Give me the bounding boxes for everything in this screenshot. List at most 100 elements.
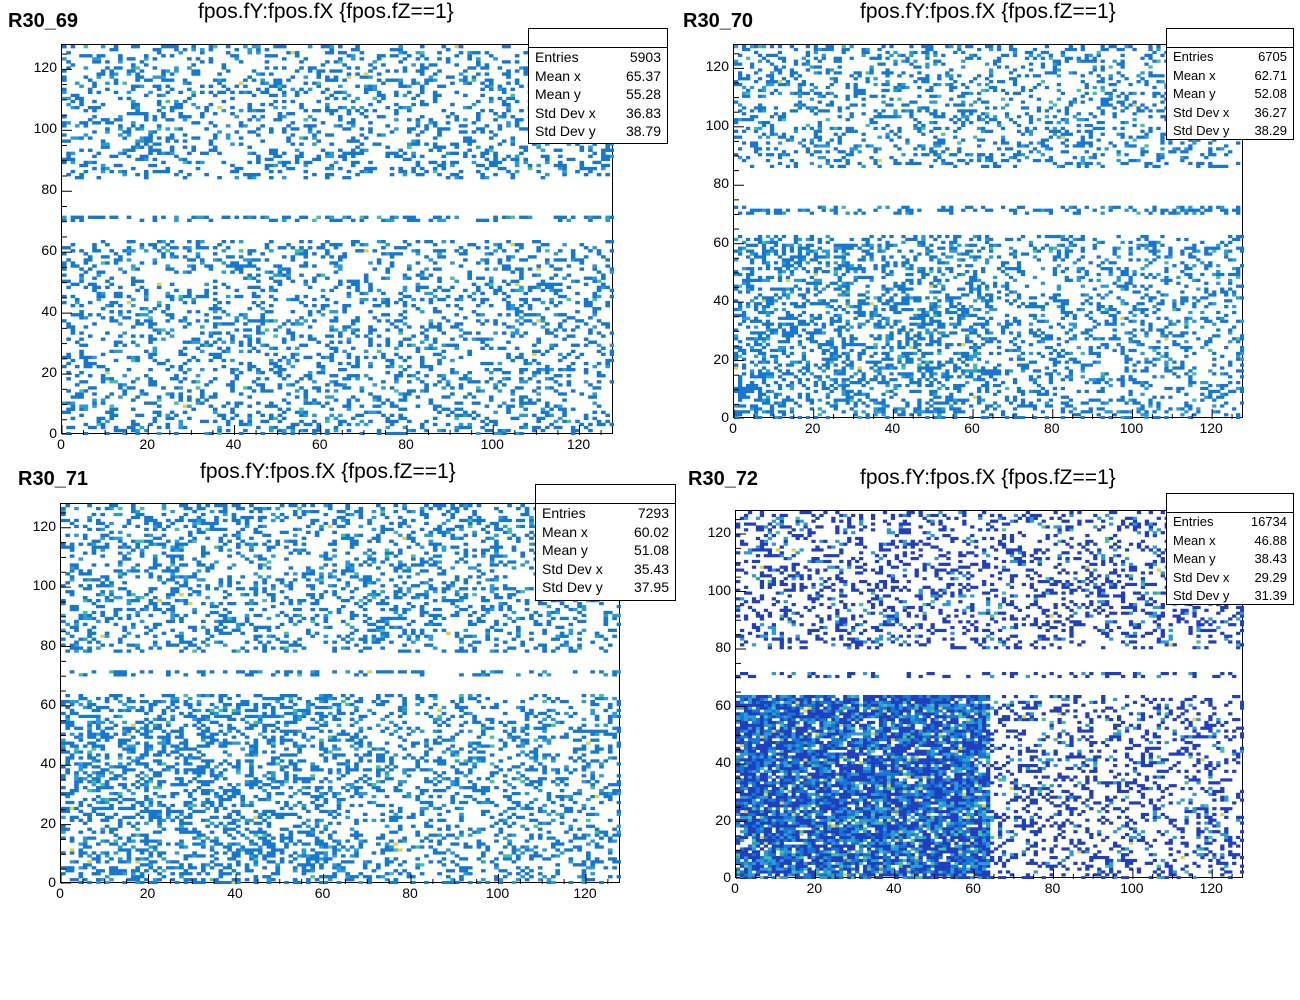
heatmap-cell <box>350 136 356 140</box>
heatmap-cell <box>424 267 429 271</box>
heatmap-cell <box>212 407 218 411</box>
heatmap-cell <box>1080 416 1085 419</box>
heatmap-cell <box>238 392 244 396</box>
heatmap-cell <box>200 115 205 119</box>
heatmap-cell <box>281 355 287 360</box>
heatmap-cell <box>200 51 205 55</box>
heatmap-cell <box>230 261 235 265</box>
heatmap-cell <box>741 351 747 356</box>
heatmap-cell <box>1012 407 1018 411</box>
heatmap-cell <box>350 57 356 61</box>
heatmap-cell <box>92 215 97 219</box>
heatmap-cell <box>251 130 257 134</box>
heatmap-cell <box>238 313 244 317</box>
heatmap-cell <box>1044 404 1050 408</box>
heatmap-cell <box>325 297 330 302</box>
heatmap-cell <box>200 349 205 354</box>
heatmap-cell <box>290 112 296 116</box>
heatmap-cell <box>428 398 434 402</box>
heatmap-cell <box>1020 340 1026 344</box>
heatmap-cell <box>415 172 421 177</box>
heatmap-cell <box>519 386 524 390</box>
heatmap-cell <box>415 252 421 256</box>
heatmap-cell <box>849 340 854 344</box>
heatmap-cell <box>1024 363 1030 367</box>
heatmap-cell <box>583 300 589 305</box>
heatmap-cell <box>519 322 524 326</box>
heatmap-cell <box>62 157 67 162</box>
heatmap-cell <box>450 102 455 107</box>
heatmap-cell <box>385 267 391 271</box>
heatmap-cell <box>1180 331 1185 335</box>
heatmap-cell <box>536 285 541 290</box>
heatmap-cell <box>294 389 300 393</box>
heatmap-cell <box>70 331 76 335</box>
heatmap-cell <box>376 54 382 58</box>
heatmap-cell <box>264 246 270 250</box>
heatmap-cell <box>519 377 524 381</box>
heatmap-cell <box>519 243 524 247</box>
stats-box[interactable]: Entries 5903 Mean x 65.37 Mean y 55.28 Std … <box>528 28 668 144</box>
heatmap-cell <box>837 372 842 376</box>
heatmap-cell <box>929 381 934 385</box>
heatmap-cell <box>562 407 567 411</box>
heatmap-cell <box>1132 378 1137 382</box>
heatmap-cell <box>204 127 209 131</box>
heatmap-cell <box>467 54 472 58</box>
heatmap-cell <box>761 340 767 344</box>
heatmap-cell <box>118 291 123 296</box>
heatmap-cell <box>286 401 291 405</box>
heatmap-cell <box>749 375 755 379</box>
heatmap-cell <box>113 343 119 347</box>
heatmap-cell <box>105 118 110 122</box>
heatmap-cell <box>394 319 399 323</box>
heatmap-cell <box>450 172 455 177</box>
heatmap-cell <box>1028 328 1034 332</box>
heatmap-cell <box>432 422 438 427</box>
heatmap-cell <box>809 398 814 402</box>
heatmap-cell <box>467 142 472 146</box>
heatmap-cell <box>1240 375 1244 379</box>
heatmap-cell <box>264 157 270 162</box>
heatmap-cell <box>419 63 425 67</box>
heatmap-cell <box>977 389 982 394</box>
heatmap-cell <box>148 78 153 82</box>
heatmap-cell <box>741 366 747 370</box>
heatmap-cell <box>753 383 759 388</box>
heatmap-cell <box>592 294 598 299</box>
heatmap-cell <box>737 386 743 391</box>
heatmap-cell <box>424 169 429 174</box>
heatmap-cell <box>350 139 356 143</box>
heatmap-cell <box>1232 407 1237 411</box>
heatmap-cell <box>273 352 278 357</box>
heatmap-cell <box>402 105 408 110</box>
heatmap-cell <box>562 367 567 372</box>
heatmap-cell <box>277 115 283 119</box>
heatmap-cell <box>458 169 464 174</box>
heatmap-cell <box>290 422 296 427</box>
heatmap-cell <box>368 102 373 107</box>
heatmap-cell <box>92 99 97 104</box>
heatmap-cell <box>1156 328 1161 332</box>
heatmap-cell <box>212 303 218 308</box>
heatmap-cell <box>1200 381 1205 385</box>
heatmap-cell <box>346 407 352 411</box>
heatmap-cell <box>113 118 119 122</box>
heatmap-cell <box>1020 363 1026 367</box>
heatmap-cell <box>969 340 974 344</box>
heatmap-cell <box>100 380 106 384</box>
heatmap-cell <box>497 361 503 366</box>
heatmap-cell <box>1228 360 1233 364</box>
heatmap-cell <box>761 322 767 326</box>
heatmap-cell <box>156 102 162 107</box>
heatmap-cell <box>312 118 317 122</box>
heatmap-cell <box>545 413 550 418</box>
heatmap-cell <box>217 355 222 360</box>
heatmap-cell <box>841 398 846 402</box>
heatmap-cell <box>933 340 938 344</box>
heatmap-cell <box>156 75 162 79</box>
heatmap-cell <box>187 395 192 399</box>
heatmap-cell <box>303 81 309 85</box>
heatmap-cell <box>829 340 834 344</box>
heatmap-cell <box>247 176 253 180</box>
